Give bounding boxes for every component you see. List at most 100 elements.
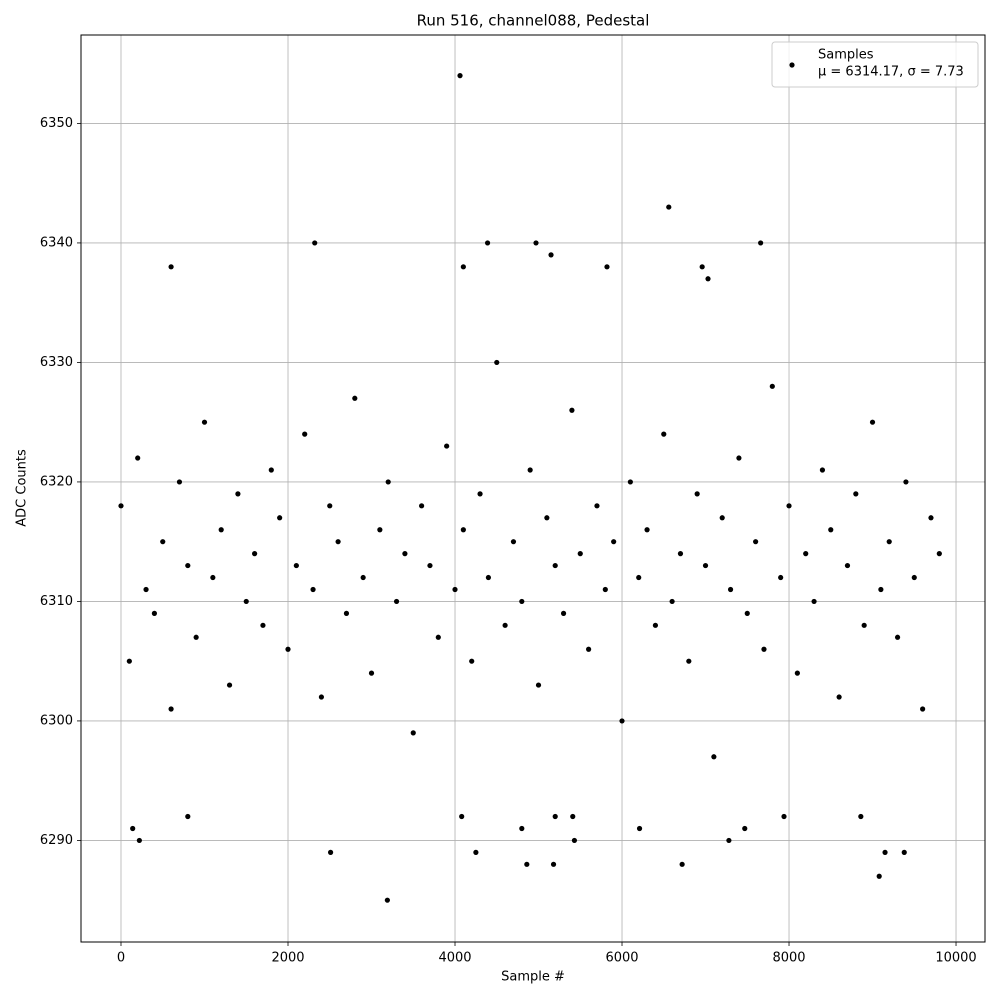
point: [570, 813, 576, 820]
point: [694, 491, 700, 497]
point: [168, 264, 174, 270]
point: [753, 539, 759, 545]
point: [318, 694, 325, 700]
point: [343, 610, 350, 616]
point: [535, 682, 542, 688]
point: [327, 849, 334, 855]
point: [302, 431, 308, 437]
point: [761, 646, 767, 652]
legend: Samples μ = 6314.17, σ = 7.73: [771, 41, 979, 88]
point: [252, 551, 258, 557]
point: [758, 240, 764, 246]
chart-title: Run 516, channel088, Pedestal: [417, 12, 650, 30]
point: [130, 825, 136, 832]
point: [168, 706, 174, 712]
point: [452, 586, 458, 593]
point: [136, 837, 142, 844]
x-tick-label: 4000: [438, 951, 471, 966]
point: [226, 682, 233, 688]
point: [811, 598, 817, 605]
point: [560, 610, 567, 616]
point: [886, 539, 892, 545]
point: [705, 276, 711, 282]
y-tick-label: 6310: [40, 594, 73, 609]
point: [477, 491, 483, 497]
point: [118, 503, 124, 509]
point: [524, 861, 530, 867]
point: [702, 562, 709, 569]
point: [828, 527, 834, 533]
point: [310, 586, 316, 593]
x-axis-label: Sample #: [501, 970, 565, 985]
point: [377, 527, 383, 533]
y-tick-label: 6330: [40, 355, 73, 370]
point: [368, 670, 375, 676]
y-tick-label: 6300: [40, 713, 73, 728]
point: [550, 861, 557, 867]
point: [135, 455, 141, 461]
point: [427, 562, 433, 569]
point: [410, 730, 416, 736]
point: [218, 527, 224, 533]
point: [594, 503, 600, 509]
y-tick-label: 6350: [40, 116, 73, 131]
point: [878, 586, 884, 593]
point: [901, 849, 907, 855]
point: [571, 837, 578, 844]
point: [736, 455, 742, 461]
point: [744, 610, 750, 616]
point: [876, 873, 882, 879]
point: [861, 622, 867, 628]
point: [193, 634, 199, 640]
point: [533, 240, 539, 246]
point: [894, 634, 901, 640]
point: [652, 622, 659, 628]
point: [686, 658, 692, 664]
point: [402, 551, 408, 557]
point: [360, 574, 366, 581]
point: [548, 252, 554, 258]
point: [527, 467, 533, 473]
point: [444, 443, 450, 449]
point: [243, 598, 249, 605]
point: [577, 551, 583, 557]
point: [510, 539, 517, 545]
points: [118, 73, 942, 903]
legend-marker: [789, 62, 795, 68]
legend-box: [771, 41, 979, 88]
point: [485, 574, 492, 581]
point: [858, 813, 864, 820]
point: [210, 574, 216, 581]
point: [742, 825, 748, 832]
point: [393, 598, 400, 605]
point: [666, 204, 672, 210]
point: [586, 646, 592, 652]
point: [335, 539, 341, 545]
point: [619, 718, 625, 724]
point: [552, 813, 558, 820]
point: [836, 694, 842, 700]
point: [844, 562, 851, 569]
point: [435, 634, 441, 640]
point: [201, 419, 208, 425]
point: [920, 706, 926, 712]
grid: 0 2000 4000 6000 8000 10000 6290 6300 6310 6320 63…: [40, 35, 985, 966]
point: [604, 264, 610, 270]
point: [569, 407, 575, 413]
point: [679, 861, 685, 867]
point: [185, 813, 191, 820]
y-tick-label: 6290: [40, 833, 73, 848]
point: [711, 754, 717, 760]
point: [460, 264, 466, 270]
point: [661, 431, 667, 437]
point: [882, 849, 888, 855]
point: [151, 610, 157, 616]
point: [327, 503, 333, 509]
point: [473, 849, 479, 855]
x-tick-label: 10000: [935, 951, 976, 966]
point: [260, 622, 266, 628]
point: [285, 646, 291, 652]
point: [384, 897, 390, 903]
point: [519, 598, 525, 605]
legend-note: μ = 6314.17, σ = 7.73: [818, 65, 964, 80]
